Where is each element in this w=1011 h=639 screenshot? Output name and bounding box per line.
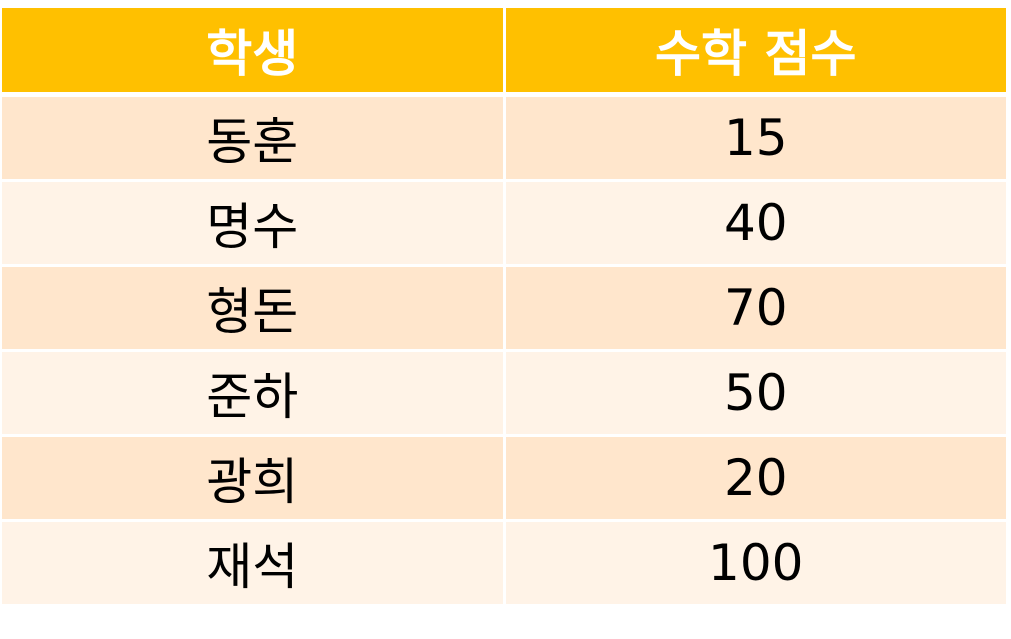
- student-name-cell: 명수: [2, 179, 504, 266]
- header-math-score: 수학 점수: [502, 8, 1006, 97]
- table-row: 준하 50: [2, 349, 1006, 436]
- math-score-cell: 70: [502, 264, 1006, 351]
- score-table-container: 학생 수학 점수 동훈 15 명수 40 형돈 70 준하 50 광희: [2, 8, 1006, 604]
- table-row: 광희 20: [2, 434, 1006, 521]
- math-score-cell: 100: [502, 519, 1006, 604]
- student-name-cell: 형돈: [2, 264, 504, 351]
- table-row: 재석 100: [2, 519, 1006, 604]
- student-name-cell: 동훈: [2, 93, 504, 181]
- math-score-cell: 50: [502, 349, 1006, 436]
- table-row: 형돈 70: [2, 264, 1006, 351]
- student-name-cell: 준하: [2, 349, 504, 436]
- header-student: 학생: [2, 8, 504, 97]
- student-name-cell: 광희: [2, 434, 504, 521]
- math-score-cell: 40: [502, 179, 1006, 266]
- table-row: 동훈 15: [2, 93, 1006, 181]
- table-header-row: 학생 수학 점수: [2, 8, 1006, 97]
- math-score-cell: 15: [502, 93, 1006, 181]
- table-row: 명수 40: [2, 179, 1006, 266]
- score-table: 학생 수학 점수 동훈 15 명수 40 형돈 70 준하 50 광희: [2, 8, 1006, 604]
- student-name-cell: 재석: [2, 519, 504, 604]
- math-score-cell: 20: [502, 434, 1006, 521]
